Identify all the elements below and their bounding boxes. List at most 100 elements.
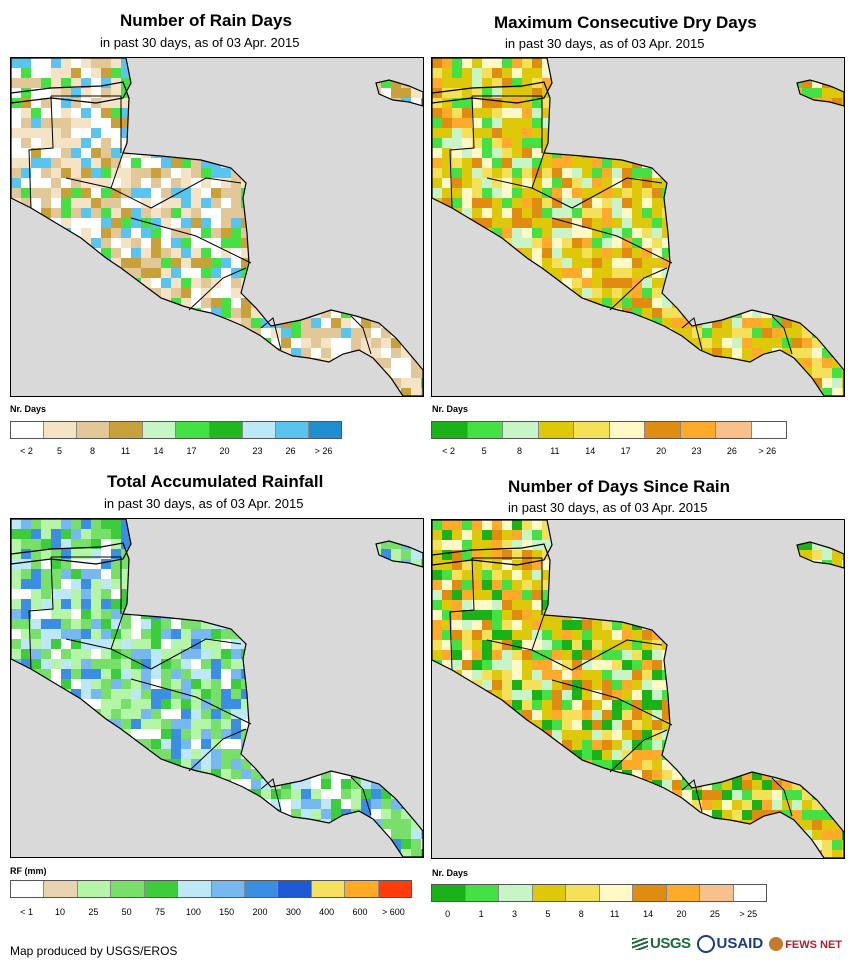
map-cell (742, 630, 752, 640)
map-cell (842, 520, 844, 530)
map-cell (251, 839, 261, 849)
map-cell (251, 679, 261, 689)
map-cell (271, 769, 281, 779)
map-cell (151, 639, 161, 649)
map-cell (762, 208, 772, 218)
map-cell (512, 338, 522, 348)
map-cell (542, 590, 552, 600)
map-cell (171, 338, 181, 348)
map-cell (211, 559, 221, 569)
map-cell (241, 388, 251, 396)
map-cell (512, 348, 522, 358)
map-cell (11, 759, 21, 769)
map-cell (221, 709, 231, 719)
map-cell (211, 348, 221, 358)
map-cell (331, 98, 341, 108)
map-cell (702, 600, 712, 610)
map-cell (201, 388, 211, 396)
map-cell (612, 600, 622, 610)
map-cell (401, 659, 411, 669)
map-cell (191, 659, 201, 669)
map-cell (311, 559, 321, 569)
map-cell (251, 288, 261, 298)
map-cell (301, 258, 311, 268)
map-cell (612, 520, 622, 530)
map-cell (121, 288, 131, 298)
map-cell (702, 308, 712, 318)
map-cell (401, 348, 411, 358)
map-cell (792, 520, 802, 530)
map-cell (542, 318, 552, 328)
map-cell (702, 278, 712, 288)
map-cell (61, 749, 71, 759)
map-cell (21, 539, 31, 549)
map-cell (702, 248, 712, 258)
map-cell (532, 590, 542, 600)
map-cell (822, 550, 832, 560)
map-cell (802, 198, 812, 208)
map-cell (522, 278, 532, 288)
map-cell (131, 759, 141, 769)
panel-title: Total Accumulated Rainfall (107, 472, 324, 491)
map-cell (201, 128, 211, 138)
map-cell (11, 579, 21, 589)
map-cell (331, 58, 341, 68)
map-cell (772, 278, 782, 288)
map-cell (131, 729, 141, 739)
map-cell (301, 769, 311, 779)
map-cell (111, 288, 121, 298)
map-cell (201, 589, 211, 599)
map-cell (281, 68, 291, 78)
map-cell (602, 248, 612, 258)
map-cell (672, 590, 682, 600)
map-cell (672, 550, 682, 560)
map-cell (391, 318, 401, 328)
map-cell (361, 679, 371, 689)
map-cell (361, 799, 371, 809)
map-cell (311, 829, 321, 839)
map-cell (522, 138, 532, 148)
map-cell (301, 799, 311, 809)
map-cell (291, 699, 301, 709)
map-cell (231, 218, 241, 228)
map-cell (401, 669, 411, 679)
map-cell (231, 88, 241, 98)
map-cell (842, 178, 844, 188)
map-cell (772, 298, 782, 308)
map-cell (632, 378, 642, 388)
map-cell (411, 378, 421, 388)
map-cell (762, 288, 772, 298)
map-cell (21, 278, 31, 288)
panel-title: Maximum Consecutive Dry Days (494, 13, 757, 32)
map-cell (662, 168, 672, 178)
map-cell (632, 278, 642, 288)
map-cell (542, 620, 552, 630)
map-cell (111, 719, 121, 729)
map-cell (622, 238, 632, 248)
map-cell (131, 789, 141, 799)
map-cell (832, 530, 842, 540)
map-cell (442, 258, 452, 268)
map-cell (261, 158, 271, 168)
map-cell (452, 58, 462, 68)
map-cell (151, 268, 161, 278)
map-cell (311, 268, 321, 278)
map-cell (101, 178, 111, 188)
map-cell (211, 839, 221, 849)
map-cell (712, 138, 722, 148)
map-cell (201, 288, 211, 298)
map-cell (642, 178, 652, 188)
map-cell (391, 268, 401, 278)
map-cell (502, 328, 512, 338)
map-cell (61, 839, 71, 849)
map-cell (752, 268, 762, 278)
map-cell (231, 689, 241, 699)
map-cell (111, 208, 121, 218)
map-cell (361, 228, 371, 238)
map-cell (512, 258, 522, 268)
map-cell (351, 839, 361, 849)
map-cell (792, 98, 802, 108)
map-cell (231, 539, 241, 549)
map-cell (171, 679, 181, 689)
map-cell (732, 298, 742, 308)
